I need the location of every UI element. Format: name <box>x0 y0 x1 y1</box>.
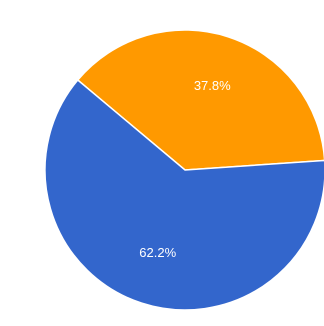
pie-slice-1 <box>44 78 324 311</box>
pie-slice-label-1: 62.2% <box>139 245 176 260</box>
pie-slice-0 <box>76 29 324 171</box>
pie-slice-label-0: 37.8% <box>194 78 231 93</box>
